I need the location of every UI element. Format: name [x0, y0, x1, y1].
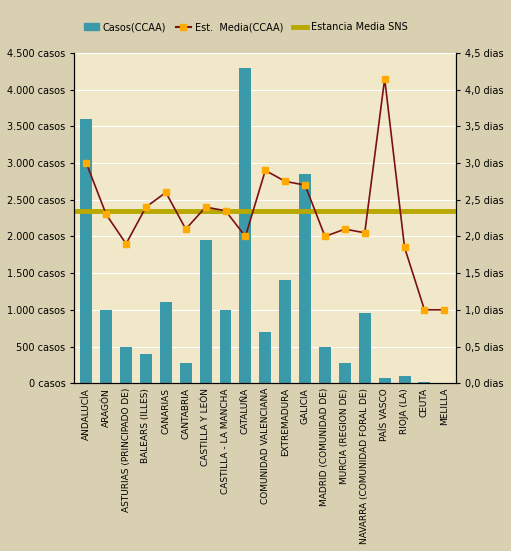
- Bar: [399, 376, 410, 383]
- Bar: [80, 119, 92, 383]
- Bar: [419, 382, 430, 383]
- Bar: [240, 68, 251, 383]
- Bar: [379, 377, 390, 383]
- Bar: [160, 302, 172, 383]
- Bar: [120, 347, 132, 383]
- Bar: [180, 363, 192, 383]
- Bar: [200, 240, 212, 383]
- Bar: [339, 363, 351, 383]
- Bar: [319, 347, 331, 383]
- Bar: [279, 280, 291, 383]
- Legend: Casos(CCAA), Est.  Media(CCAA), Estancia Media SNS: Casos(CCAA), Est. Media(CCAA), Estancia …: [81, 18, 412, 36]
- Bar: [260, 332, 271, 383]
- Bar: [100, 310, 112, 383]
- Bar: [299, 174, 311, 383]
- Bar: [220, 310, 231, 383]
- Bar: [359, 314, 371, 383]
- Bar: [140, 354, 152, 383]
